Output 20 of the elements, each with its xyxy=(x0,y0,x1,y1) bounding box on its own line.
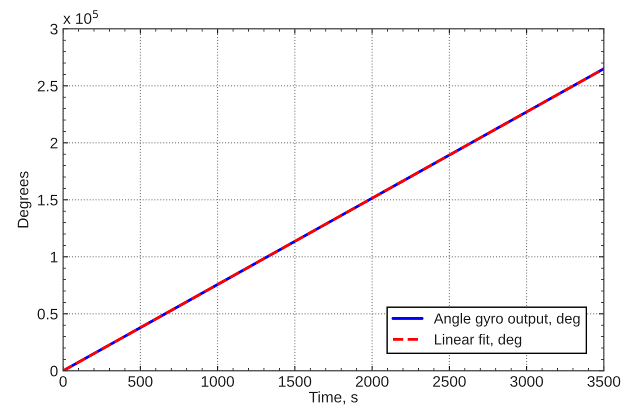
x-tick-label: 3500 xyxy=(587,376,620,387)
x-axis-title: Time, s xyxy=(309,391,358,404)
legend-label: Angle gyro output, deg xyxy=(434,312,580,327)
x-tick-label: 0 xyxy=(59,376,67,387)
y-tick-label: 2 xyxy=(50,138,58,148)
y-tick-label: 1.5 xyxy=(38,194,58,206)
x-tick-label: 1500 xyxy=(279,376,312,387)
x-tick-label: 2500 xyxy=(433,376,466,387)
x-tick-label: 500 xyxy=(128,376,152,387)
y-tick-label: 1 xyxy=(50,252,58,262)
y-tick-label: 3 xyxy=(50,24,58,35)
x-tick-label: 2000 xyxy=(356,376,389,387)
x-tick-label: 3000 xyxy=(510,376,544,387)
text: x 10$^{5}$ xyxy=(63,10,98,24)
y-axis-title: Degrees xyxy=(18,171,32,228)
y-tick-label: 2.5 xyxy=(38,80,58,92)
legend-label: Linear fit, deg xyxy=(434,334,522,348)
x-tick-label: 1000 xyxy=(202,376,234,387)
y-tick-label: 0.5 xyxy=(38,308,58,320)
y-tick-label: 0 xyxy=(50,366,58,376)
